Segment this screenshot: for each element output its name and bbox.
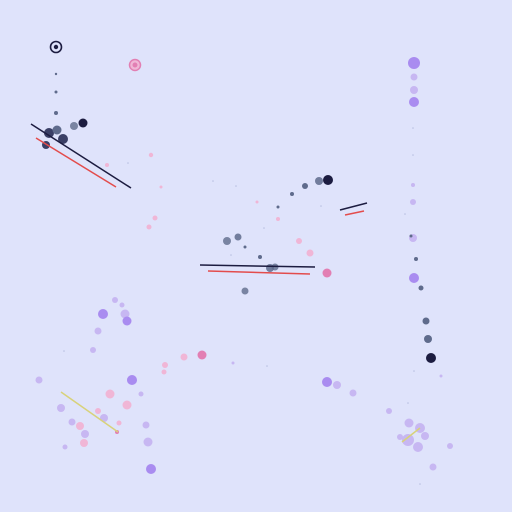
pink-ring-orb-icon[interactable] (130, 60, 141, 71)
